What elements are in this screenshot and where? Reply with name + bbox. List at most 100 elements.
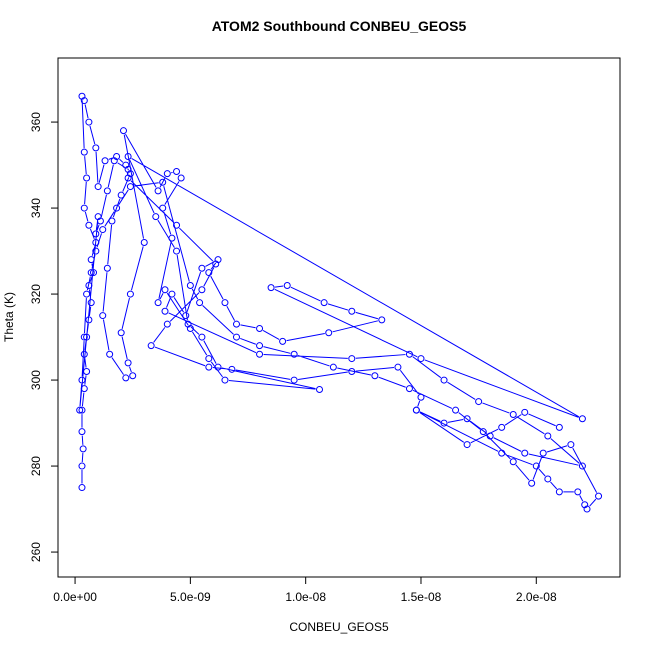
- data-point: [83, 333, 91, 341]
- data-point: [214, 363, 222, 371]
- data-point: [96, 217, 104, 225]
- data-point: [101, 157, 109, 165]
- data-point: [228, 365, 236, 373]
- data-point: [124, 152, 132, 160]
- data-point: [90, 269, 98, 277]
- data-point: [348, 367, 356, 375]
- y-tick-label: 340: [29, 198, 43, 218]
- data-point: [316, 386, 324, 394]
- data-point: [256, 342, 264, 350]
- data-point: [475, 398, 483, 406]
- data-point: [567, 441, 575, 449]
- data-point: [76, 406, 84, 414]
- data-point: [92, 247, 100, 255]
- data-point: [87, 256, 95, 264]
- data-point: [452, 406, 460, 414]
- data-point: [140, 238, 148, 246]
- data-point: [173, 221, 181, 229]
- data-point: [256, 350, 264, 358]
- x-axis-label: CONBEU_GEOS5: [289, 620, 389, 634]
- data-point: [78, 406, 86, 414]
- data-point: [509, 458, 517, 466]
- data-point: [80, 97, 88, 105]
- data-point: [544, 432, 552, 440]
- data-point: [80, 385, 88, 393]
- data-point: [103, 264, 111, 272]
- data-point: [198, 333, 206, 341]
- data-point: [184, 320, 192, 328]
- data-point: [119, 127, 127, 135]
- data-point: [168, 234, 176, 242]
- data-point: [79, 445, 87, 453]
- data-point: [290, 350, 298, 358]
- data-point: [147, 342, 155, 350]
- data-point: [173, 247, 181, 255]
- y-axis-label: Theta (K): [2, 292, 16, 342]
- data-line: [79, 100, 598, 507]
- data-point: [163, 170, 171, 178]
- data-point: [168, 290, 176, 298]
- data-point: [283, 281, 291, 289]
- data-point: [532, 462, 540, 470]
- data-point: [378, 316, 386, 324]
- data-point: [205, 363, 213, 371]
- data-point: [110, 157, 118, 165]
- data-point: [325, 329, 333, 337]
- data-point: [154, 187, 162, 195]
- chart-title: ATOM2 Southbound CONBEU_GEOS5: [212, 18, 467, 34]
- data-point: [196, 299, 204, 307]
- data-point: [78, 428, 86, 436]
- data-point: [440, 376, 448, 384]
- data-point: [205, 269, 213, 277]
- x-tick-label: 0.0e+00: [53, 590, 97, 604]
- data-point: [92, 230, 100, 238]
- data-point: [440, 419, 448, 427]
- data-point: [113, 204, 121, 212]
- data-point: [78, 462, 86, 470]
- data-point: [417, 355, 425, 363]
- data-point: [161, 307, 169, 315]
- data-point: [124, 174, 132, 182]
- data-point: [80, 148, 88, 156]
- y-tick-label: 280: [29, 456, 43, 476]
- data-point: [348, 307, 356, 315]
- data-point: [232, 333, 240, 341]
- data-point: [94, 183, 102, 191]
- data-point: [85, 281, 93, 289]
- data-point: [154, 299, 162, 307]
- data-point: [103, 187, 111, 195]
- data-point: [405, 385, 413, 393]
- data-point: [177, 174, 185, 182]
- data-point: [85, 118, 93, 126]
- data-point: [320, 299, 328, 307]
- data-point: [85, 316, 93, 324]
- data-point: [583, 505, 591, 513]
- data-point: [221, 299, 229, 307]
- data-point: [555, 423, 563, 431]
- data-point: [498, 423, 506, 431]
- data-point: [498, 449, 506, 457]
- data-point: [486, 432, 494, 440]
- data-point: [126, 183, 134, 191]
- data-point: [539, 449, 547, 457]
- data-point: [544, 475, 552, 483]
- data-point: [117, 329, 125, 337]
- data-point: [578, 415, 586, 423]
- data-point: [290, 376, 298, 384]
- data-point: [348, 355, 356, 363]
- data-point: [394, 363, 402, 371]
- data-point: [412, 406, 420, 414]
- data-point: [92, 238, 100, 246]
- data-point: [186, 281, 194, 289]
- data-point: [83, 290, 91, 298]
- data-point: [521, 449, 529, 457]
- data-point: [479, 428, 487, 436]
- y-tick-label: 300: [29, 370, 43, 390]
- data-point: [212, 260, 220, 268]
- data-point: [108, 217, 116, 225]
- data-point: [161, 286, 169, 294]
- data-point: [126, 290, 134, 298]
- data-point: [159, 204, 167, 212]
- x-tick-label: 2.0e-08: [516, 590, 557, 604]
- data-point: [122, 374, 130, 382]
